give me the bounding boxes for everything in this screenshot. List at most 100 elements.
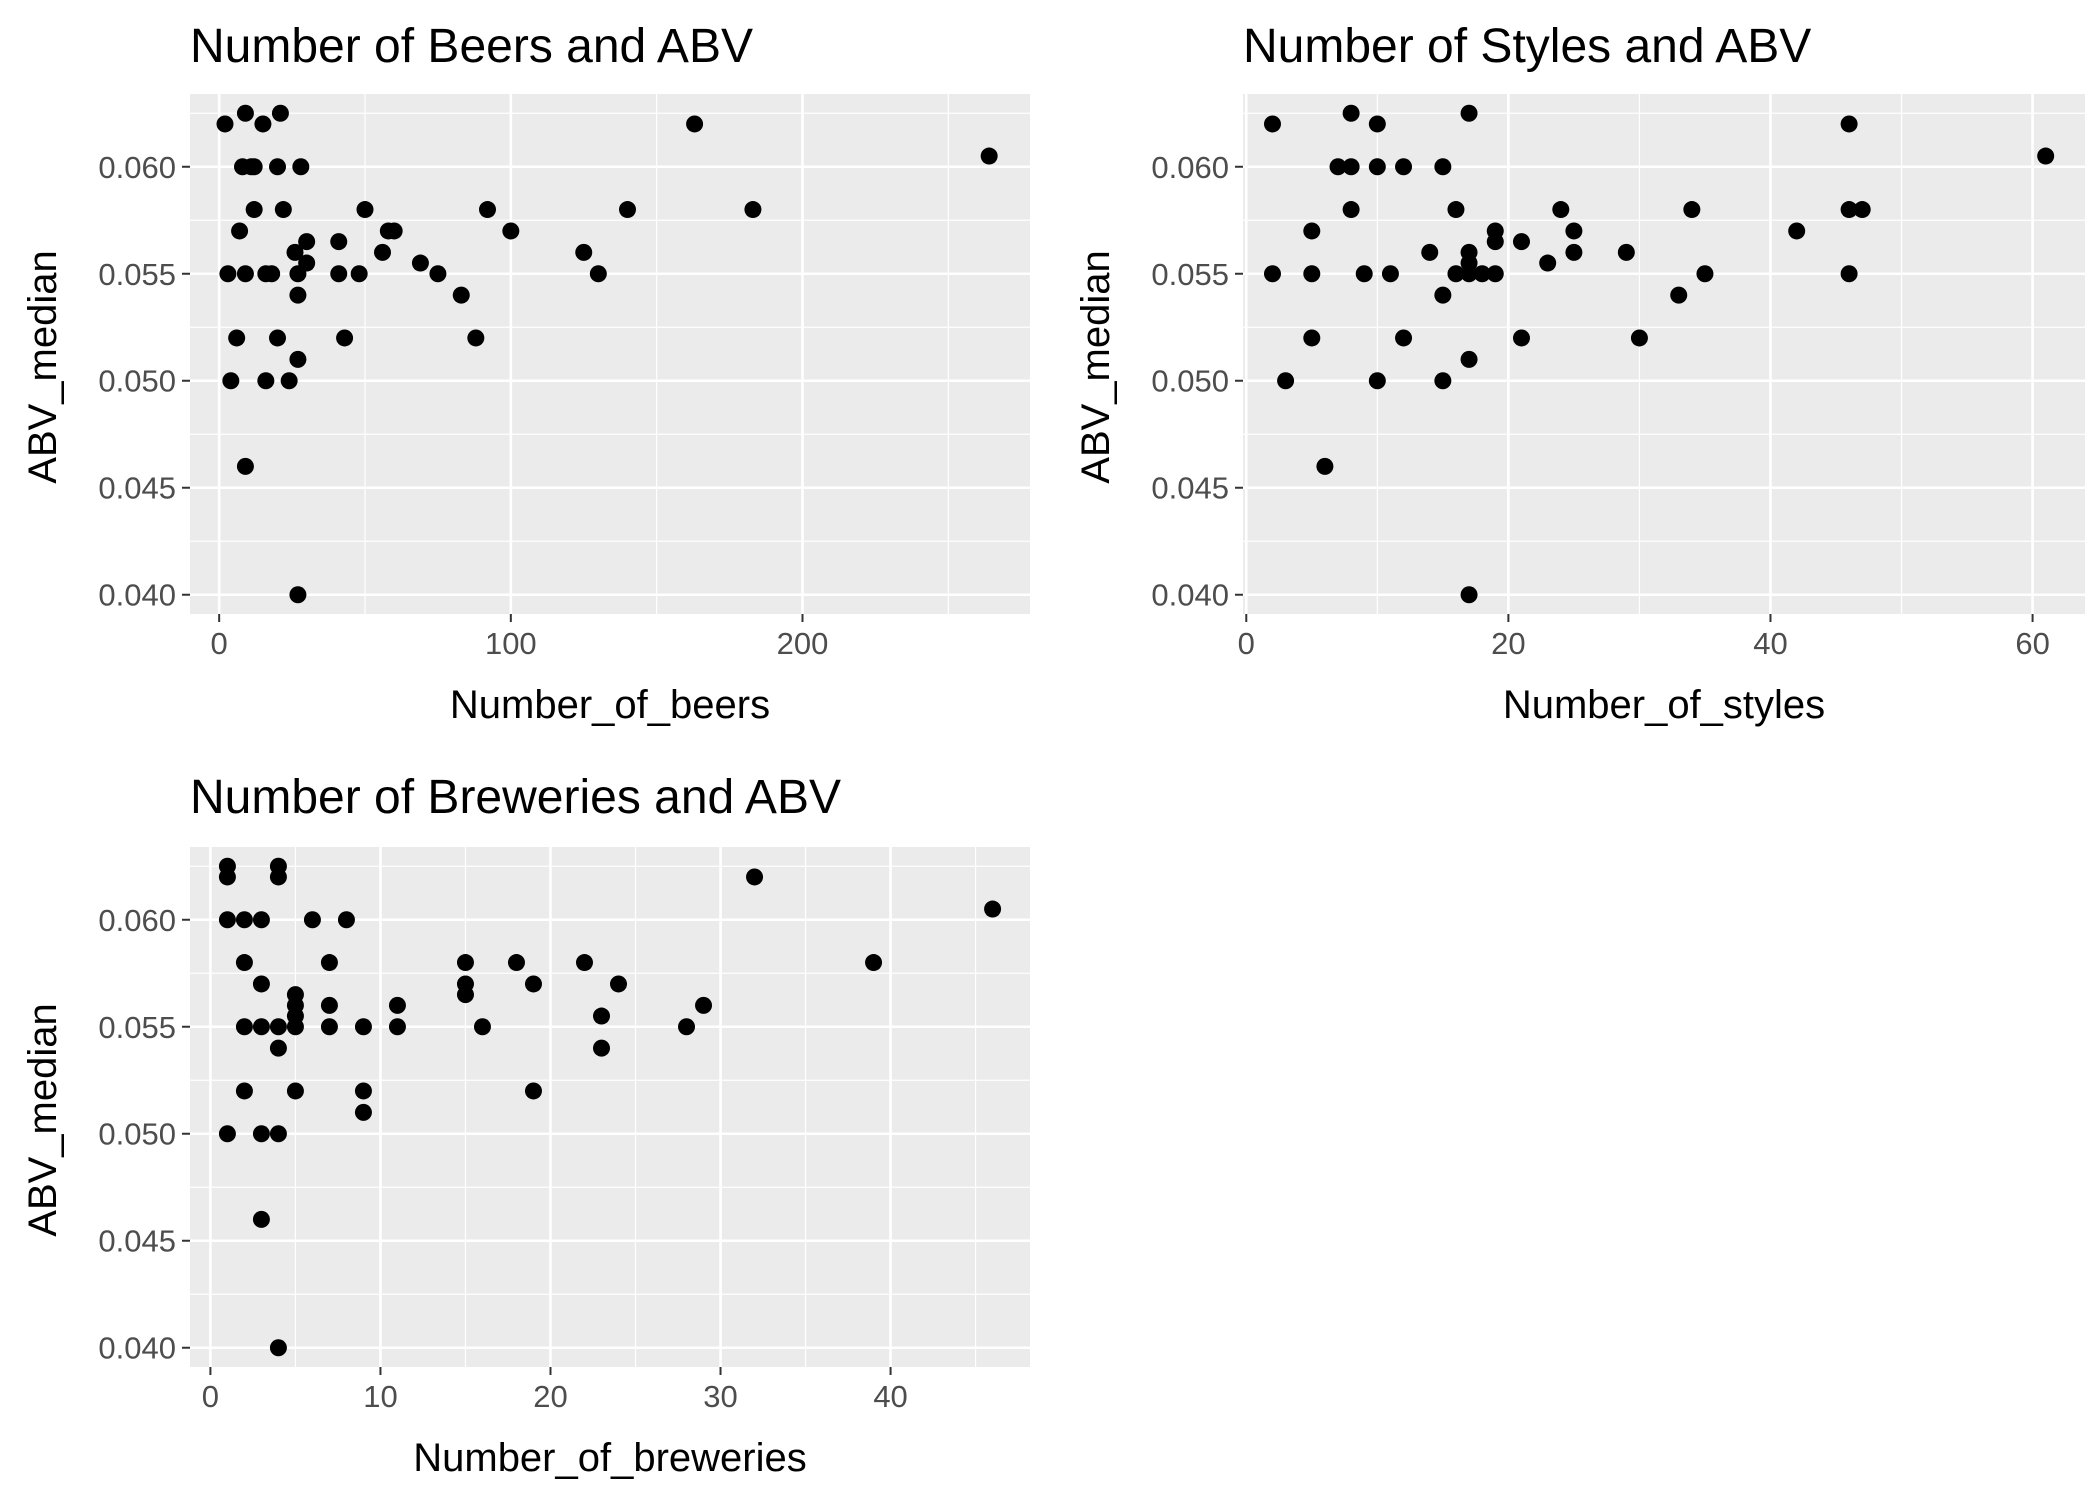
data-point [320,1018,338,1036]
data-point [354,1082,372,1100]
data-point [219,265,237,283]
data-point [269,1125,287,1143]
data-point [479,201,496,219]
data-point [1355,265,1373,283]
data-point [289,586,307,604]
data-point [252,1210,270,1228]
data-point [218,868,236,886]
x-axis-label: Number_of_breweries [413,1436,807,1480]
x-tick-label: 20 [1491,626,1525,661]
data-point [1840,115,1858,133]
x-tick-label: 0 [211,626,228,661]
data-point [356,201,374,219]
data-point [619,201,636,219]
data-point [1683,201,1701,219]
data-point [1539,254,1557,272]
axis-ticks: 0 100 200 0.040 0.045 0.050 0.055 0.060 [98,150,828,661]
data-point [1473,265,1491,283]
chart-breweries-abv: Number of Breweries and ABV 0 10 20 30 40 0.0… [21,771,1030,1480]
data-point [502,222,520,240]
axis-ticks: 0 20 40 60 0.040 0.045 0.050 0.055 0.060 [1151,150,2049,661]
chart-beers-abv: Number of Beers and ABV 0 100 200 0.040 0.04… [21,20,1030,727]
data-point [269,1018,287,1036]
data-point [1434,286,1452,304]
data-point [286,1082,304,1100]
data-point [388,1018,406,1036]
x-tick-label: 40 [873,1379,907,1414]
x-tick-label: 0 [1238,626,1255,661]
data-point [456,954,474,972]
data-point [1421,243,1439,261]
x-tick-label: 20 [533,1379,567,1414]
data-point [245,158,263,176]
data-point [1277,372,1295,390]
data-point [1840,201,1858,219]
data-point [1342,201,1360,219]
data-point [524,1082,542,1100]
data-point [269,1339,287,1357]
x-tick-label: 30 [703,1379,737,1414]
plot-panel [190,94,1030,614]
x-axis-label: Number_of_beers [450,683,770,727]
y-tick-label: 0.055 [98,1010,176,1045]
y-tick-label: 0.050 [98,364,176,399]
data-point [218,1125,236,1143]
grid-lines [190,94,1030,614]
data-point [1630,329,1648,347]
data-point [1460,586,1478,604]
data-point [337,911,355,929]
data-point [1460,104,1478,122]
y-tick-label: 0.055 [1151,257,1229,292]
data-point [269,158,286,176]
data-points [216,104,998,604]
y-tick-label: 0.050 [98,1117,176,1152]
data-point [1395,158,1413,176]
data-point [231,222,249,240]
data-point [1368,372,1386,390]
x-tick-label: 200 [777,626,829,661]
data-point [2037,147,2055,165]
data-point [228,329,246,347]
data-point [286,1018,304,1036]
data-point [1395,329,1413,347]
data-point [473,1018,491,1036]
data-point [269,329,286,347]
data-point [1512,233,1530,251]
data-point [235,911,253,929]
data-point [589,265,607,283]
data-point [289,265,307,283]
data-point [336,329,354,347]
data-point [274,201,292,219]
data-point [610,975,628,993]
data-point [1853,201,1871,219]
y-tick-label: 0.040 [1151,578,1229,613]
x-tick-label: 100 [485,626,537,661]
data-point [1460,265,1478,283]
data-point [1670,286,1688,304]
y-tick-label: 0.045 [1151,471,1229,506]
data-point [289,286,307,304]
data-point [1460,350,1478,368]
y-tick-label: 0.060 [1151,150,1229,185]
data-point [411,254,429,272]
x-axis-label: Number_of_styles [1503,683,1825,727]
y-tick-label: 0.040 [98,578,176,613]
data-point [1368,115,1386,133]
data-point [252,975,270,993]
data-point [269,868,287,886]
data-point [1840,265,1858,283]
data-point [1447,265,1465,283]
data-point [1696,265,1714,283]
data-points [218,857,1002,1357]
data-point [984,900,1002,918]
data-point [429,265,447,283]
data-point [1342,158,1360,176]
data-point [218,911,236,929]
data-point [865,954,883,972]
chart-title: Number of Beers and ABV [190,20,753,73]
data-point [575,954,593,972]
data-point [1263,265,1281,283]
data-point [286,243,304,261]
data-points [1263,104,2055,604]
